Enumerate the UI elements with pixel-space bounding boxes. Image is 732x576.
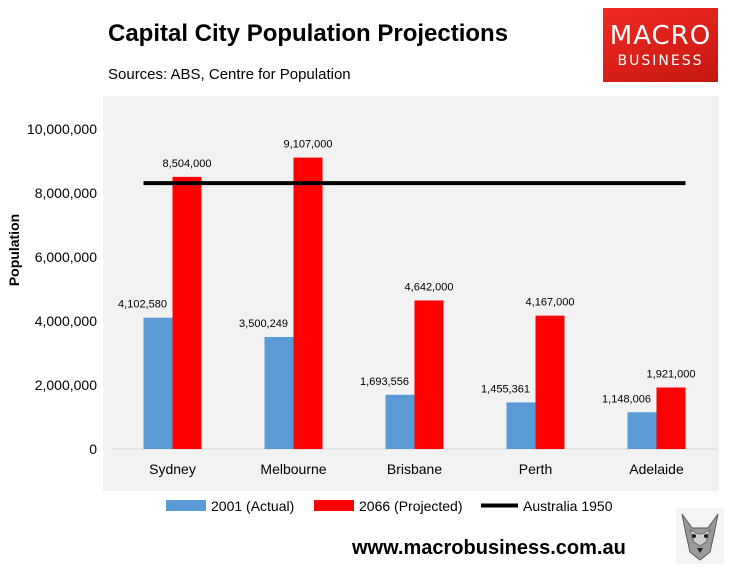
data-label-projected-perth: 4,167,000 (526, 297, 575, 309)
macrobusiness-logo: MACRO BUSINESS (603, 8, 718, 82)
legend-swatch-actual (166, 500, 206, 511)
x-tick-label: Brisbane (387, 461, 442, 477)
x-tick-label: Perth (519, 461, 552, 477)
chart-subtitle: Sources: ABS, Centre for Population (108, 66, 351, 83)
data-label-projected-melbourne: 9,107,000 (284, 139, 333, 151)
legend: 2001 (Actual) 2066 (Projected) Australia… (166, 498, 613, 514)
y-tick-label: 10,000,000 (27, 121, 97, 137)
bar-projected-brisbane (414, 300, 444, 449)
data-label-actual-adelaide: 1,148,006 (602, 393, 651, 405)
bar-projected-adelaide (656, 387, 686, 449)
logo-line-1: MACRO (609, 21, 712, 51)
y-tick-label: 8,000,000 (35, 185, 97, 201)
legend-swatch-projected (314, 500, 354, 511)
data-label-actual-melbourne: 3,500,249 (239, 318, 288, 330)
bar-actual-brisbane (385, 394, 415, 449)
bar-actual-perth (506, 402, 536, 449)
data-label-actual-sydney: 4,102,580 (118, 299, 167, 311)
y-axis-label: Population (6, 214, 22, 286)
logo-line-2: BUSINESS (617, 53, 704, 69)
legend-label-projected: 2066 (Projected) (359, 498, 463, 514)
x-tick-label: Sydney (149, 461, 196, 477)
y-axis-ticks: 0 2,000,000 4,000,000 6,000,000 8,000,000 10,… (27, 121, 97, 457)
data-label-projected-adelaide: 1,921,000 (647, 369, 696, 381)
x-tick-label: Melbourne (260, 461, 326, 477)
bar-projected-perth (535, 315, 565, 449)
bars-group (143, 157, 686, 450)
bar-projected-melbourne (293, 157, 323, 450)
wolf-icon (676, 508, 724, 564)
data-labels: 4,102,580 8,504,000 3,500,249 9,107,000 1,69… (118, 139, 695, 406)
data-label-actual-perth: 1,455,361 (481, 383, 530, 395)
bar-projected-sydney (172, 176, 202, 449)
data-label-projected-brisbane: 4,642,000 (405, 281, 454, 293)
x-tick-label: Adelaide (629, 461, 684, 477)
data-label-projected-sydney: 8,504,000 (163, 158, 212, 170)
bar-actual-adelaide (627, 412, 657, 449)
y-tick-label: 6,000,000 (35, 249, 97, 265)
y-tick-label: 2,000,000 (35, 377, 97, 393)
data-label-actual-brisbane: 1,693,556 (360, 376, 409, 388)
legend-label-actual: 2001 (Actual) (211, 498, 294, 514)
bar-actual-melbourne (264, 336, 294, 449)
footer-url: www.macrobusiness.com.au (352, 537, 626, 559)
legend-label-reference: Australia 1950 (523, 498, 613, 514)
bar-actual-sydney (143, 317, 173, 449)
chart-title: Capital City Population Projections (108, 20, 509, 47)
y-tick-label: 4,000,000 (35, 313, 97, 329)
x-axis-ticks: Sydney Melbourne Brisbane Perth Adelaide (149, 461, 684, 477)
y-tick-label: 0 (89, 441, 97, 457)
